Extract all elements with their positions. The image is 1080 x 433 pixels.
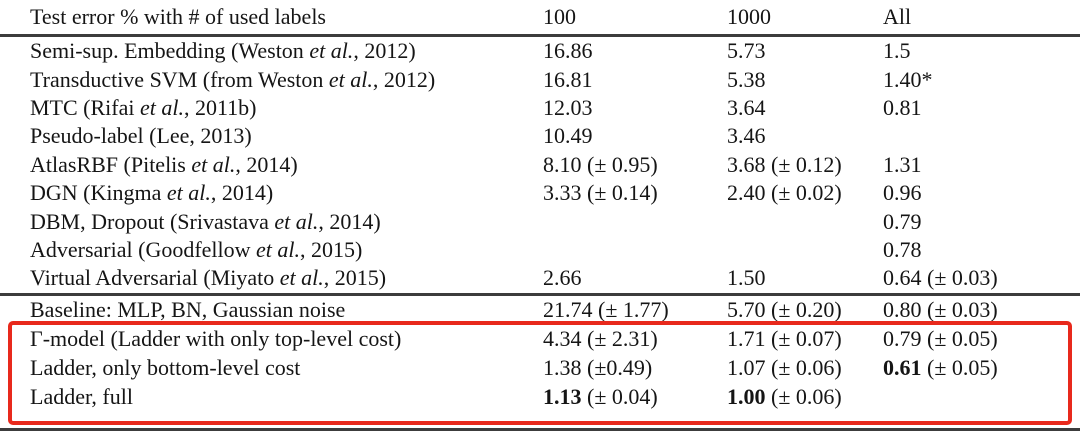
value-cell: 3.64 [727,94,766,120]
model-name: Γ-model (Ladder with only top-level cost… [30,325,402,351]
table-row: Baseline: MLP, BN, Gaussian noise 21.74 (… [0,296,1080,325]
model-name: Transductive SVM (from Weston et al., 20… [30,66,436,92]
value-cell: 0.80 (± 0.03) [883,296,998,322]
model-name: Baseline: MLP, BN, Gaussian noise [30,296,346,322]
value-cell: 12.03 [543,94,593,120]
value-cell: 1.40* [883,66,933,92]
table-row: Γ-model (Ladder with only top-level cost… [0,324,1080,353]
model-name: MTC (Rifai et al., 2011b) [30,94,257,120]
table-section-1: Baseline: MLP, BN, Gaussian noise 21.74 (… [0,292,1080,325]
table-row: DGN (Kingma et al., 2014) 3.33 (± 0.14) 2.… [0,179,1080,207]
table-row: DBM, Dropout (Srivastava et al., 2014) 0.… [0,207,1080,235]
value-cell: 1.5 [883,38,911,64]
value-cell: 1.00 (± 0.06) [727,384,883,410]
header-title: Test error % with # of used labels [30,4,326,29]
value-segment: (± 0.04) [581,383,658,409]
value-cell: 2.66 [543,265,582,291]
table-row: Semi-sup. Embedding (Weston et al., 2012… [0,37,1080,65]
value-cell: 21.74 (± 1.77) [543,296,669,322]
value-cell: 1.07 (± 0.06) [727,354,842,380]
value-cell: 0.61 (± 0.05) [883,355,1080,381]
value-cell: 3.68 (± 0.12) [727,151,842,177]
value-cell: 0.96 [883,180,922,206]
table-row: Virtual Adversarial (Miyato et al., 2015… [0,264,1080,292]
column-header-1000: 1000 [727,4,771,29]
table-row: Adversarial (Goodfellow et al., 2015) 0.7… [0,236,1080,264]
table-row: Ladder, full 1.13 (± 0.04) 1.00 (± 0.06) [0,382,1080,411]
model-name: AtlasRBF (Pitelis et al., 2014) [30,151,298,177]
value-segment: (± 0.06) [765,383,842,409]
table-row: Pseudo-label (Lee, 2013) 10.49 3.46 [0,122,1080,150]
value-cell: 4.34 (± 2.31) [543,325,658,351]
value-cell: 8.10 (± 0.95) [543,151,658,177]
table-row: MTC (Rifai et al., 2011b) 12.03 3.64 0.81 [0,94,1080,122]
value-cell: 0.78 [883,236,922,262]
value-bold-segment: 0.61 [883,354,922,380]
model-name: Ladder, only bottom-level cost [30,354,301,380]
table-body: Semi-sup. Embedding (Weston et al., 2012… [0,37,1080,411]
column-header-all: All [883,4,912,29]
value-cell: 16.81 [543,66,593,92]
table-row: Transductive SVM (from Weston et al., 20… [0,65,1080,93]
value-cell: 1.13 (± 0.04) [543,384,727,410]
model-name: Pseudo-label (Lee, 2013) [30,123,252,149]
value-cell: 16.86 [543,38,593,64]
value-segment: (± 0.05) [921,354,998,380]
model-name: DBM, Dropout (Srivastava et al., 2014) [30,208,381,234]
table-header-row: Test error % with # of used labels 100 1… [0,0,1080,37]
value-cell: 1.50 [727,265,766,291]
table-bottom-rule [0,428,1080,431]
value-cell: 1.31 [883,151,922,177]
value-cell: 5.70 (± 0.20) [727,296,842,322]
value-bold-segment: 1.00 [727,383,766,409]
value-cell: 3.33 (± 0.14) [543,180,658,206]
model-name: DGN (Kingma et al., 2014) [30,180,274,206]
value-cell: 10.49 [543,123,593,149]
value-cell: 5.73 [727,38,766,64]
value-cell: 3.46 [727,123,766,149]
value-cell: 1.71 (± 0.07) [727,325,842,351]
table-section-0: Semi-sup. Embedding (Weston et al., 2012… [0,37,1080,293]
column-header-100: 100 [543,4,576,29]
value-cell: 2.40 (± 0.02) [727,180,842,206]
model-name: Virtual Adversarial (Miyato et al., 2015… [30,265,387,291]
value-cell: 0.79 [883,208,922,234]
value-cell: 0.79 (± 0.05) [883,325,998,351]
model-name: Semi-sup. Embedding (Weston et al., 2012… [30,38,416,64]
value-cell: 1.38 (±0.49) [543,354,653,380]
model-name: Adversarial (Goodfellow et al., 2015) [30,236,363,262]
value-bold-segment: 1.13 [543,383,582,409]
value-cell: 5.38 [727,66,766,92]
table-row: AtlasRBF (Pitelis et al., 2014) 8.10 (± 0… [0,151,1080,179]
value-cell: 0.64 (± 0.03) [883,265,998,291]
table-section-2: Γ-model (Ladder with only top-level cost… [0,324,1080,411]
value-cell: 0.81 [883,94,922,120]
table-row: Ladder, only bottom-level cost 1.38 (±0.4… [0,353,1080,382]
model-name: Ladder, full [30,383,133,409]
